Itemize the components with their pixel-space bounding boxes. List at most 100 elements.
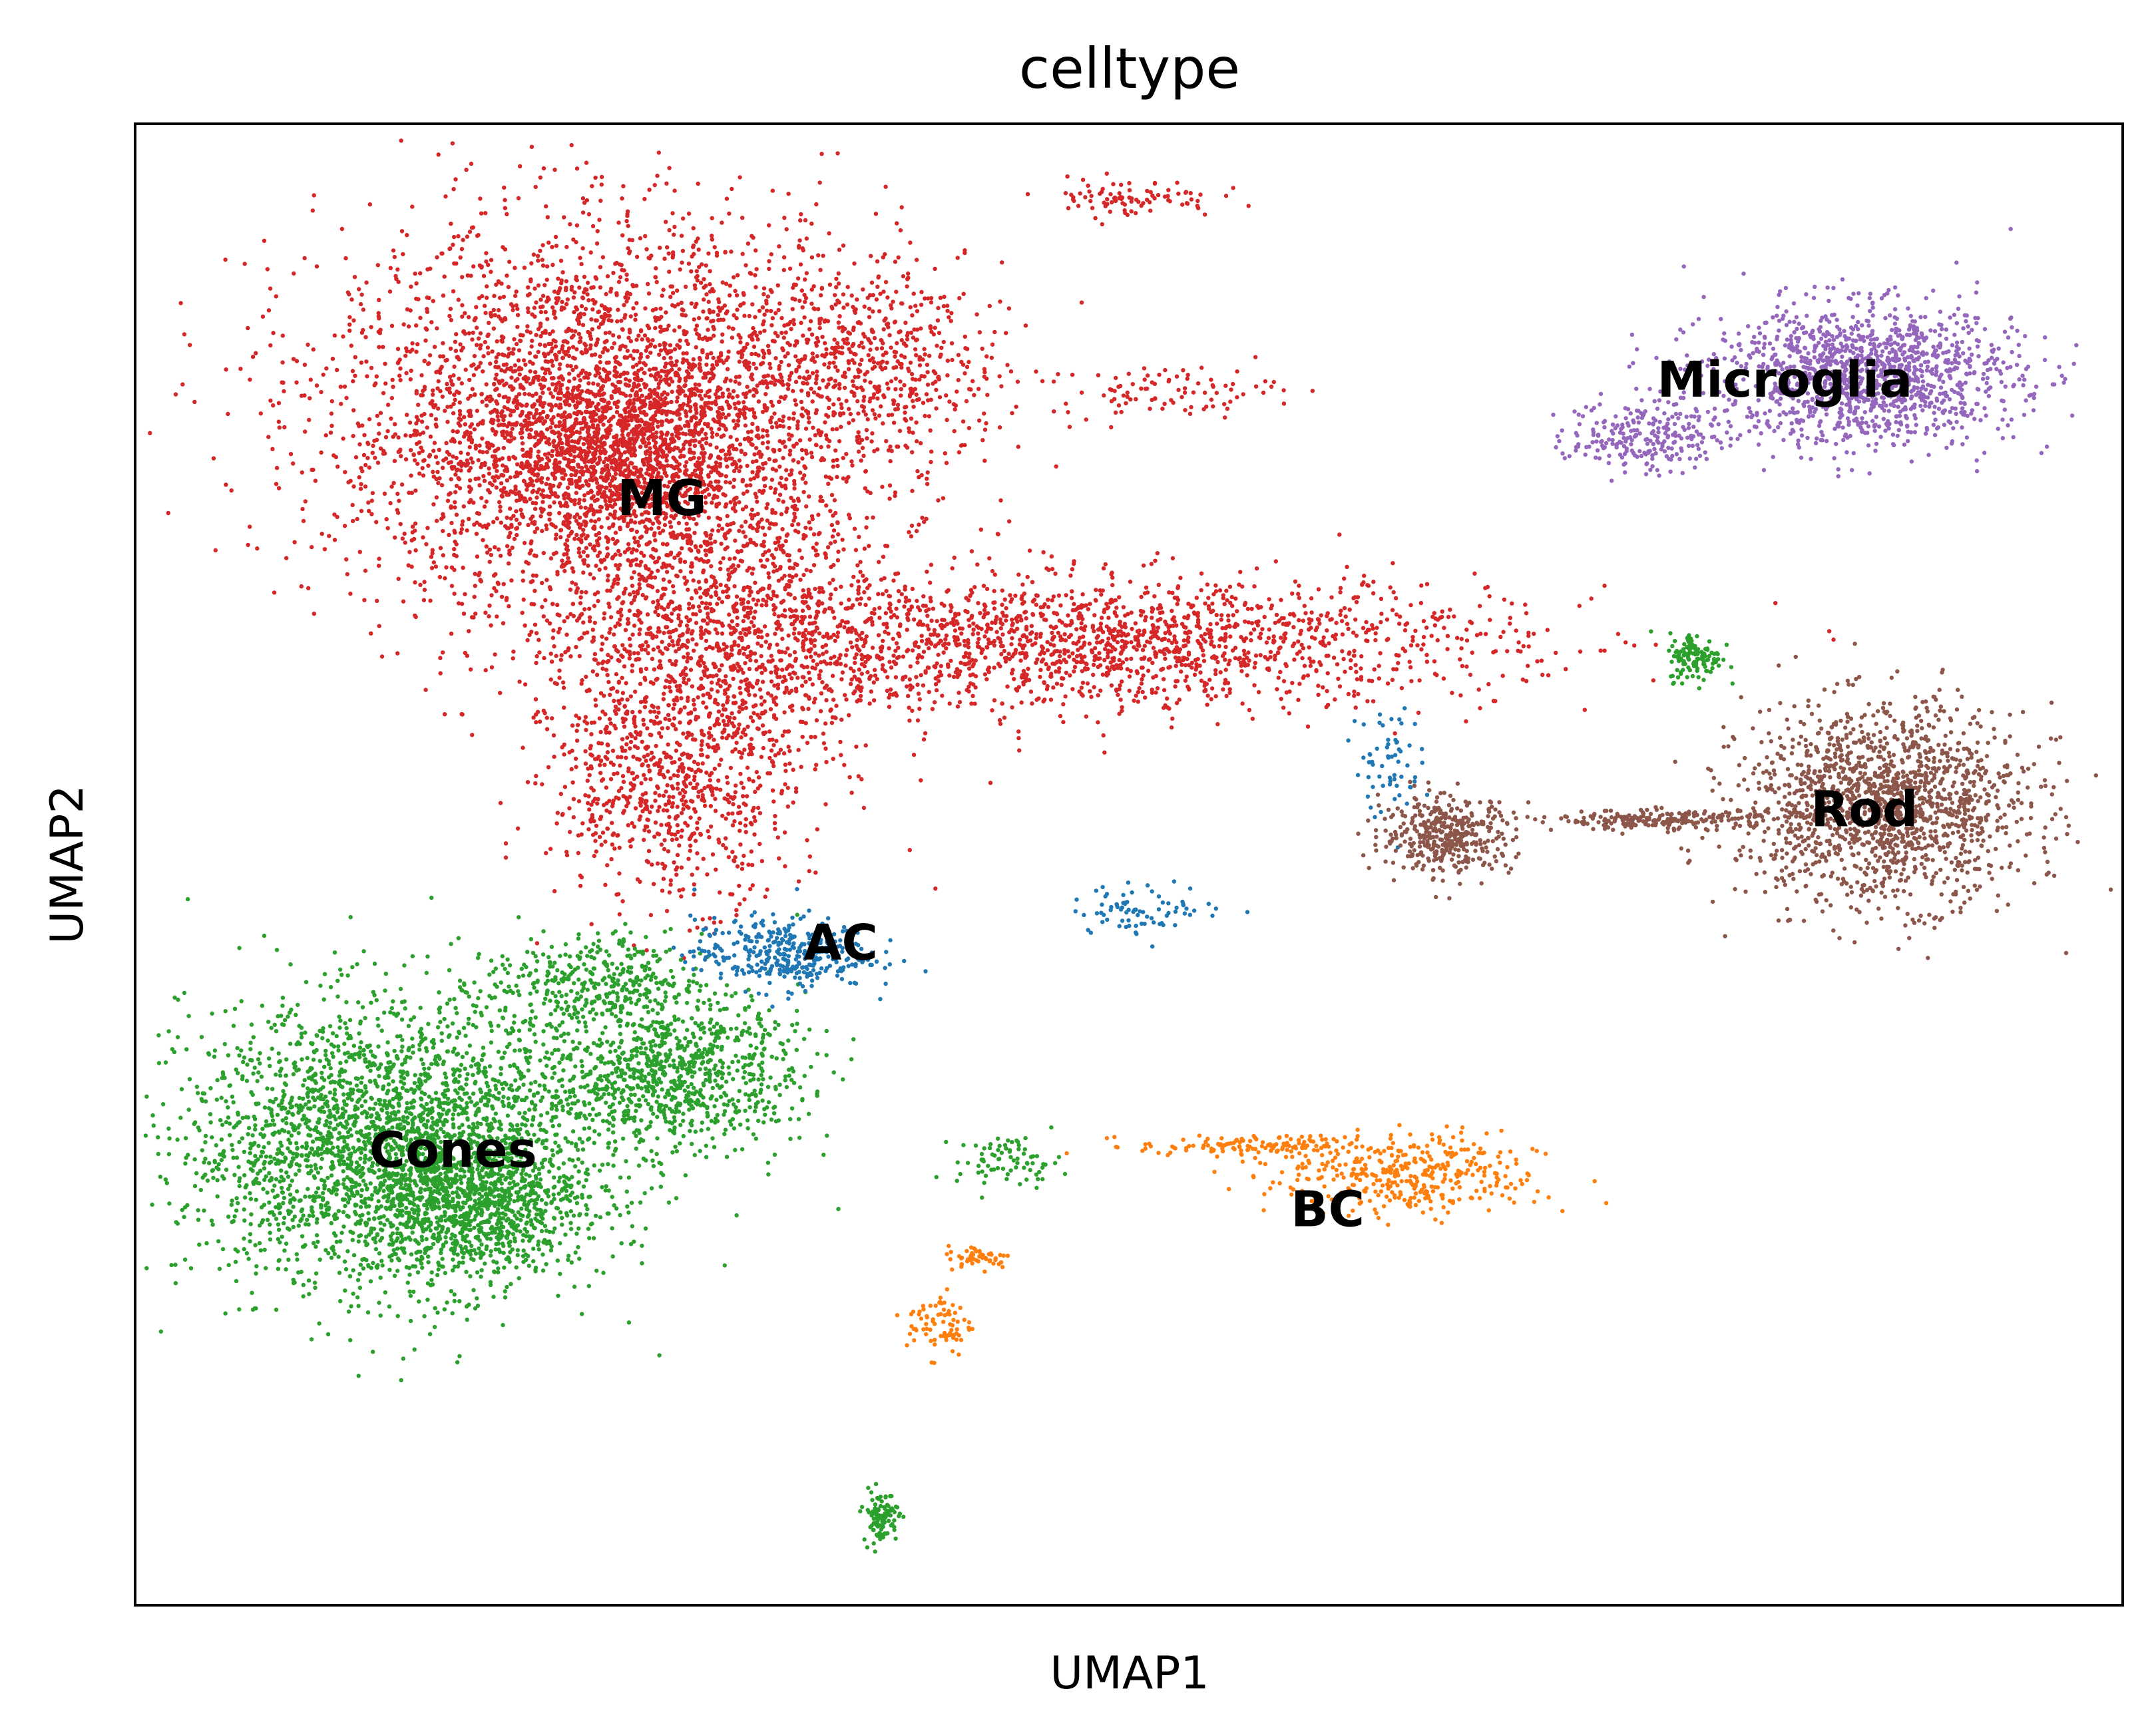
point	[749, 620, 754, 625]
point	[449, 379, 453, 383]
point	[779, 600, 784, 605]
point	[742, 313, 747, 318]
point	[656, 645, 660, 650]
point	[341, 334, 345, 339]
point	[743, 519, 748, 524]
point	[583, 505, 588, 510]
point	[387, 289, 393, 294]
point	[776, 498, 781, 502]
point	[730, 823, 736, 828]
point	[859, 596, 863, 601]
point	[377, 624, 381, 628]
point	[925, 398, 931, 403]
point	[789, 371, 794, 375]
point	[623, 586, 628, 591]
point	[537, 638, 541, 642]
point	[545, 317, 550, 321]
point	[909, 416, 914, 421]
point	[466, 396, 471, 401]
point	[952, 429, 957, 433]
point	[738, 685, 742, 690]
point	[562, 215, 566, 220]
point	[519, 512, 525, 516]
point	[507, 457, 512, 462]
point	[546, 240, 551, 245]
point	[758, 558, 763, 563]
point	[996, 532, 1000, 536]
point	[544, 578, 549, 582]
point	[572, 385, 576, 390]
point	[656, 568, 660, 573]
point	[707, 395, 712, 399]
point	[399, 229, 405, 234]
point	[651, 647, 656, 652]
point	[889, 449, 894, 453]
point	[679, 546, 684, 550]
point	[414, 349, 419, 354]
point	[528, 496, 533, 501]
point	[702, 559, 707, 564]
point	[642, 722, 646, 727]
point	[630, 669, 634, 674]
point	[513, 293, 518, 298]
point	[477, 483, 482, 488]
point	[580, 196, 586, 201]
point	[777, 465, 782, 469]
point	[739, 735, 744, 740]
point	[782, 396, 787, 401]
point	[683, 383, 688, 388]
point	[807, 670, 811, 675]
point	[348, 479, 353, 483]
point	[811, 355, 815, 361]
point	[620, 691, 626, 695]
point	[424, 542, 429, 546]
point	[594, 564, 598, 568]
point	[837, 386, 842, 391]
point	[704, 578, 708, 583]
point	[529, 602, 534, 606]
point	[865, 436, 869, 441]
point	[435, 386, 440, 391]
point	[849, 791, 854, 795]
point	[664, 181, 669, 186]
point	[342, 524, 347, 528]
point	[377, 556, 381, 561]
point	[893, 387, 898, 391]
point	[657, 343, 662, 347]
point	[830, 715, 835, 720]
point	[620, 643, 625, 648]
point	[365, 456, 370, 461]
point	[688, 668, 694, 672]
point	[428, 598, 433, 603]
point	[936, 498, 941, 502]
point	[668, 689, 673, 694]
point	[777, 244, 781, 249]
point	[480, 436, 485, 441]
point	[569, 288, 574, 292]
point	[767, 259, 771, 264]
point	[559, 653, 564, 658]
point	[754, 494, 759, 500]
point	[588, 542, 592, 547]
point	[711, 309, 716, 314]
point	[438, 546, 443, 550]
point	[712, 700, 718, 705]
point	[492, 293, 497, 298]
point	[178, 301, 183, 305]
point	[606, 360, 611, 365]
point	[474, 325, 479, 330]
point	[765, 887, 769, 892]
point	[634, 337, 639, 342]
point	[798, 262, 803, 267]
point	[473, 584, 477, 588]
point	[282, 425, 287, 430]
point	[644, 595, 649, 600]
point	[652, 374, 657, 379]
point	[635, 591, 640, 596]
point	[849, 459, 854, 464]
point	[434, 518, 439, 523]
point	[699, 654, 704, 659]
point	[791, 389, 795, 393]
point	[588, 343, 593, 348]
point	[566, 525, 571, 530]
